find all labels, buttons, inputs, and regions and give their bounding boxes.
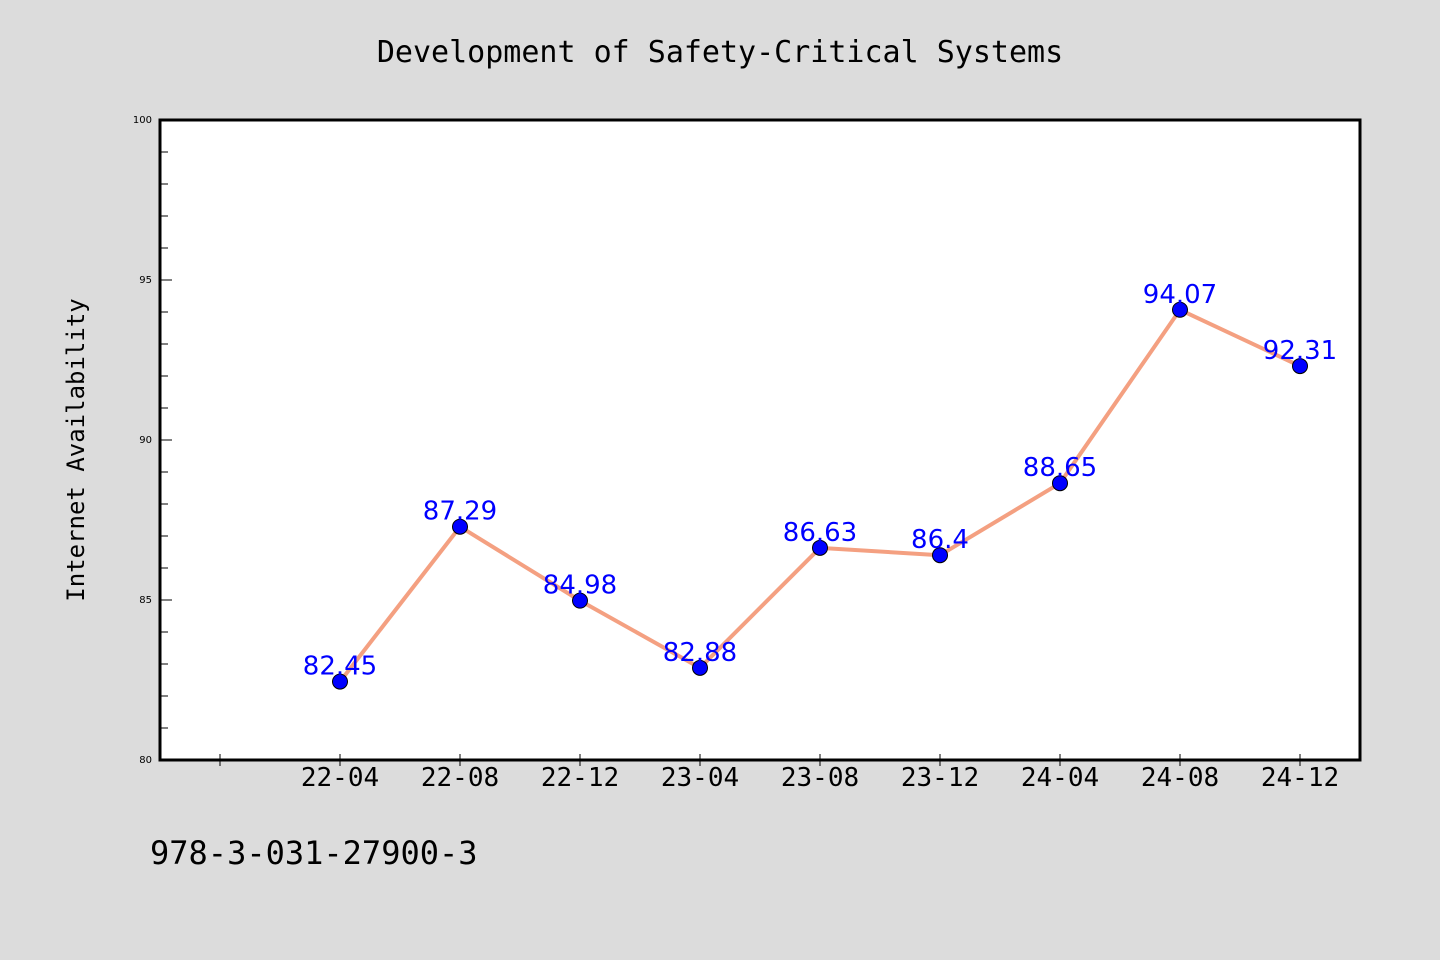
x-tick-label: 22-04 [301,763,379,793]
data-point [1172,301,1188,318]
isbn-text: 978-3-031-27900-3 [150,834,478,872]
x-tick-label: 24-08 [1141,763,1219,793]
series-layer: 82.45 87.29 84.98 82.88 86.63 86.4 88.65 94.07 9… [303,280,1337,690]
y-tick-label: 85 [139,595,152,606]
data-point [332,673,348,690]
chart-title: Development of Safety-Critical Systems [377,35,1063,70]
x-tick-label: 24-12 [1261,763,1339,793]
data-label: 86.63 [783,518,857,548]
data-point [932,547,948,564]
x-tick-label: 22-12 [541,763,619,793]
y-axis: 80 85 90 95 100 [133,115,172,766]
data-label: 94.07 [1143,280,1217,310]
data-label: 86.4 [911,525,969,555]
y-tick-label: 95 [139,275,152,286]
data-label: 82.88 [663,638,737,668]
x-axis: 22-04 22-08 22-12 23-04 23-08 23-12 24-04 24-08… [219,754,1339,793]
data-point [1052,475,1068,492]
data-label: 88.65 [1023,453,1097,483]
data-label: 84.98 [543,571,617,601]
data-point [812,539,828,556]
x-tick-label: 24-04 [1021,763,1099,793]
x-tick-label: 23-08 [781,763,859,793]
data-point [1292,358,1308,375]
x-tick-label: 22-08 [421,763,499,793]
y-tick-label: 90 [139,435,152,446]
data-label: 82.45 [303,652,377,682]
y-tick-label: 100 [133,115,152,126]
data-point [572,592,588,609]
x-tick-label: 23-04 [661,763,739,793]
data-point [692,659,708,676]
data-point [452,518,468,535]
data-label: 87.29 [423,497,497,527]
y-tick-label: 80 [139,755,152,766]
x-tick-label: 23-12 [901,763,979,793]
y-axis-label: Internet Availability [62,298,90,601]
data-label: 92.31 [1263,336,1337,366]
